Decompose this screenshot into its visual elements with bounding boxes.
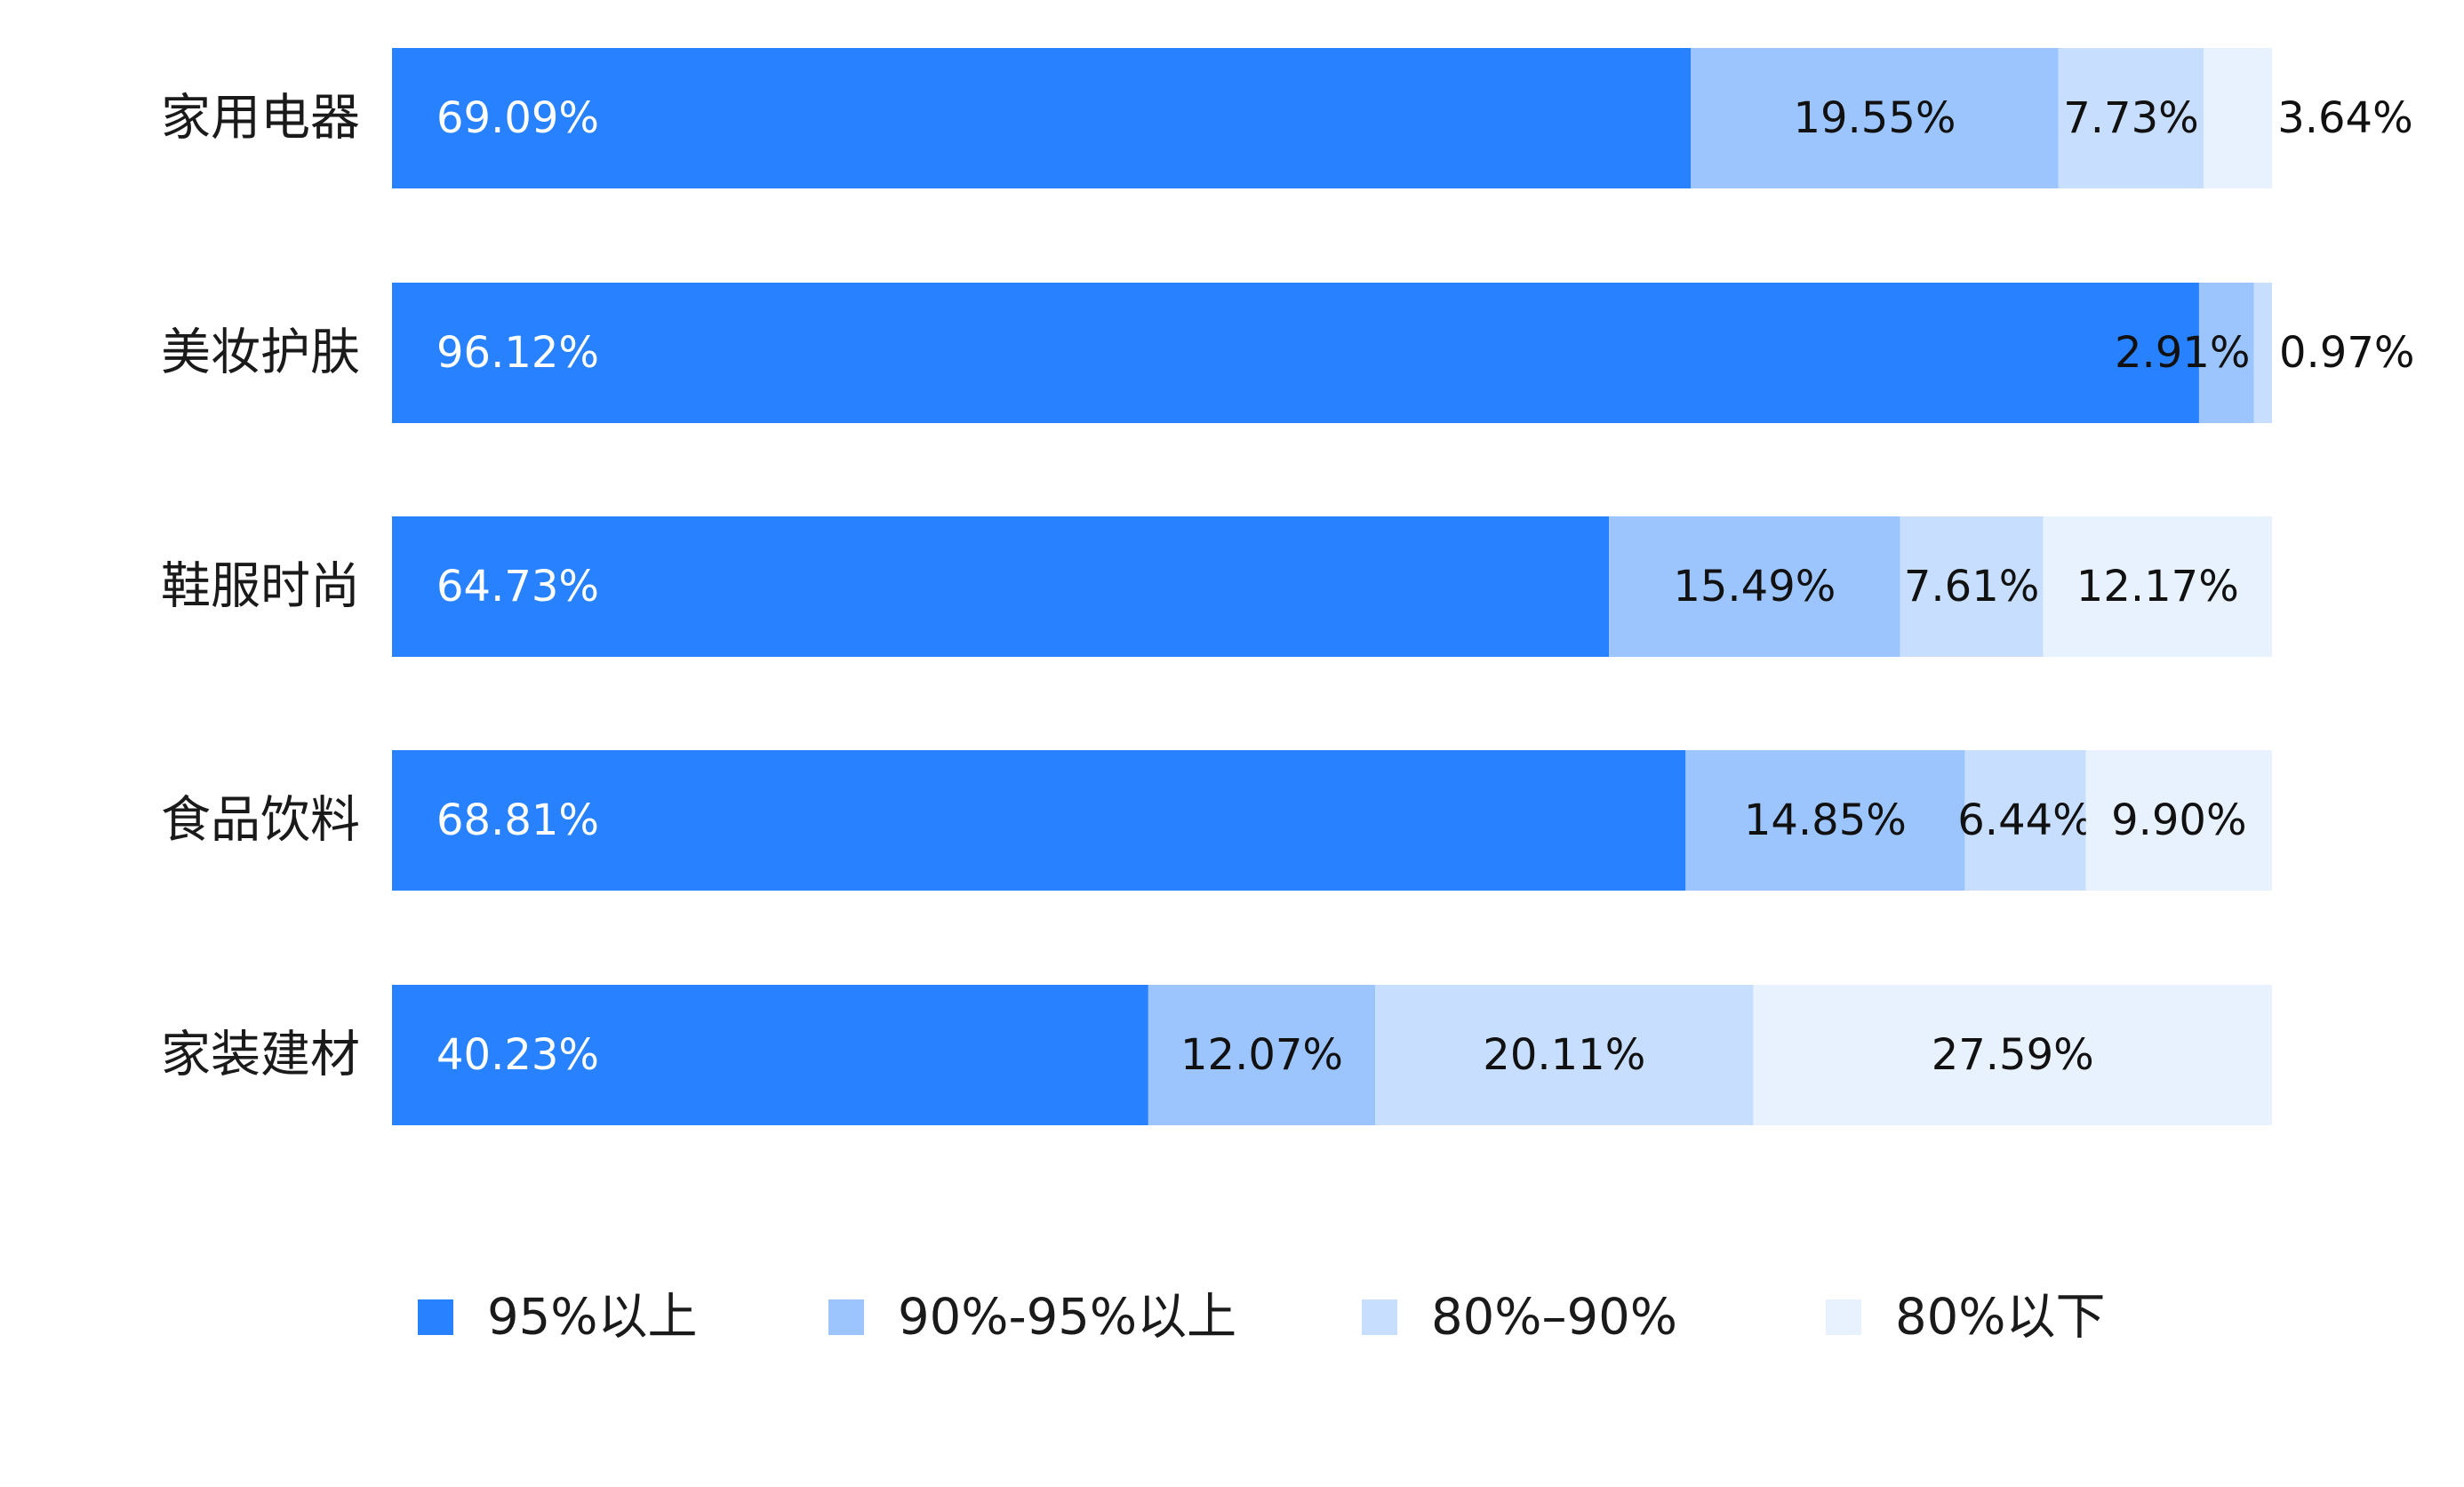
legend-label: 90%-95%以上 [898,1289,1236,1347]
data-label: 20.11% [1483,1030,1645,1080]
bar-segment [2085,750,2272,891]
bar-segment [392,48,1692,188]
bar-segment [2253,283,2272,423]
legend-item-series-3: 80%–90% [1362,1289,1677,1347]
category-label: 家用电器 [161,90,360,148]
data-label: 19.55% [1793,93,1956,143]
bar-segment [2198,283,2254,423]
bar-segment [1691,48,2059,188]
legend-swatch [828,1299,864,1335]
data-label: 69.09% [436,93,599,143]
bar-segment [1900,516,2044,657]
category-label: 美妆护肤 [161,324,360,382]
data-label: 64.73% [436,562,599,612]
data-label: 12.17% [2076,562,2239,612]
legend-swatch [418,1299,453,1335]
legend-item-series-1: 95%以上 [418,1289,697,1347]
data-label: 68.81% [436,795,599,845]
bar-segment [1609,516,1900,657]
legend-swatch [1826,1299,1861,1335]
data-label: 14.85% [1744,795,1907,845]
bar-segment [1685,750,1965,891]
bar-segment [2204,48,2273,188]
data-label: 7.73% [2063,93,2198,143]
data-label: 27.59% [1932,1030,2094,1080]
data-label: 0.97% [2279,328,2414,378]
bar-segment [392,283,2199,423]
bar-segment [1753,985,2272,1125]
data-label: 15.49% [1673,562,1836,612]
legend-label: 95%以上 [487,1289,697,1347]
category-label: 食品饮料 [161,792,360,850]
legend-swatch [1362,1299,1397,1335]
data-label: 7.61% [1904,562,2039,612]
data-label: 3.64% [2277,93,2412,143]
data-label: 96.12% [436,328,599,378]
bar-segment [1375,985,1754,1125]
legend: 95%以上 90%-95%以上 80%–90% 80%以下 [418,1289,2105,1347]
data-label: 40.23% [436,1030,599,1080]
bar-segment [392,985,1148,1125]
legend-item-series-2: 90%-95%以上 [828,1289,1236,1347]
data-label: 2.91% [2115,328,2250,378]
legend-label: 80%–90% [1431,1289,1677,1347]
data-label: 12.07% [1180,1030,1343,1080]
bar-segment [2043,516,2272,657]
bar-segment [392,516,1610,657]
legend-label: 80%以下 [1895,1289,2105,1347]
data-label: 6.44% [1957,795,2092,845]
data-label: 9.90% [2111,795,2246,845]
category-label: 家装建材 [161,1027,360,1084]
category-label: 鞋服时尚 [161,558,360,616]
legend-item-series-4: 80%以下 [1826,1289,2105,1347]
bar-segment [392,750,1686,891]
bars-layer: 家用电器 69.09% 19.55% 7.73% 3.64% 美妆护肤 96.12% 2.91… [161,48,2414,1125]
bar-segment [2058,48,2204,188]
bar-segment [1148,985,1376,1125]
bar-segment [1964,750,2086,891]
